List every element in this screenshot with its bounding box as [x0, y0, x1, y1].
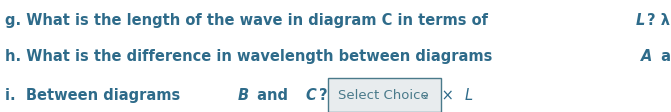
Text: and: and [252, 88, 294, 103]
Text: h. What is the difference in wavelength between diagrams: h. What is the difference in wavelength … [5, 48, 498, 64]
Text: L: L [464, 88, 472, 103]
Text: C: C [305, 88, 316, 103]
Text: B: B [238, 88, 249, 103]
Text: g. What is the length of the wave in diagram C in terms of: g. What is the length of the wave in dia… [5, 13, 493, 28]
Text: A: A [641, 48, 652, 64]
Text: ×: × [437, 88, 458, 103]
FancyBboxPatch shape [328, 78, 441, 112]
Text: Select Choice: Select Choice [338, 89, 429, 102]
Text: i.  Between diagrams: i. Between diagrams [5, 88, 186, 103]
Text: ? λ: ? λ [648, 13, 670, 28]
Text: and: and [656, 48, 671, 64]
Text: L: L [635, 13, 645, 28]
Text: ⌄: ⌄ [421, 90, 430, 100]
Text: ?: ? [319, 88, 328, 103]
